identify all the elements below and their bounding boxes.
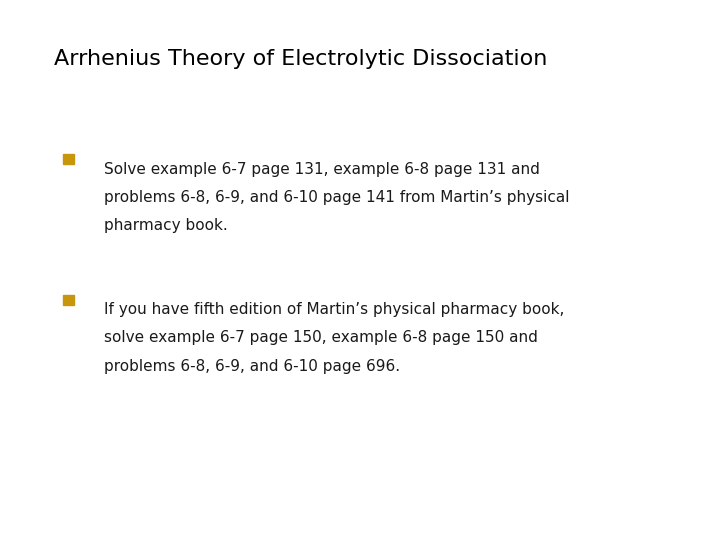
Text: solve example 6-7 page 150, example 6-8 page 150 and: solve example 6-7 page 150, example 6-8 … [104,330,539,346]
Text: problems 6-8, 6-9, and 6-10 page 696.: problems 6-8, 6-9, and 6-10 page 696. [104,359,400,374]
Text: Arrhenius Theory of Electrolytic Dissociation: Arrhenius Theory of Electrolytic Dissoci… [54,49,547,69]
Text: Solve example 6-7 page 131, example 6-8 page 131 and: Solve example 6-7 page 131, example 6-8 … [104,162,540,177]
Text: pharmacy book.: pharmacy book. [104,218,228,233]
FancyBboxPatch shape [63,154,74,164]
FancyBboxPatch shape [63,295,74,305]
Text: If you have fifth edition of Martin’s physical pharmacy book,: If you have fifth edition of Martin’s ph… [104,302,564,318]
Text: problems 6-8, 6-9, and 6-10 page 141 from Martin’s physical: problems 6-8, 6-9, and 6-10 page 141 fro… [104,190,570,205]
